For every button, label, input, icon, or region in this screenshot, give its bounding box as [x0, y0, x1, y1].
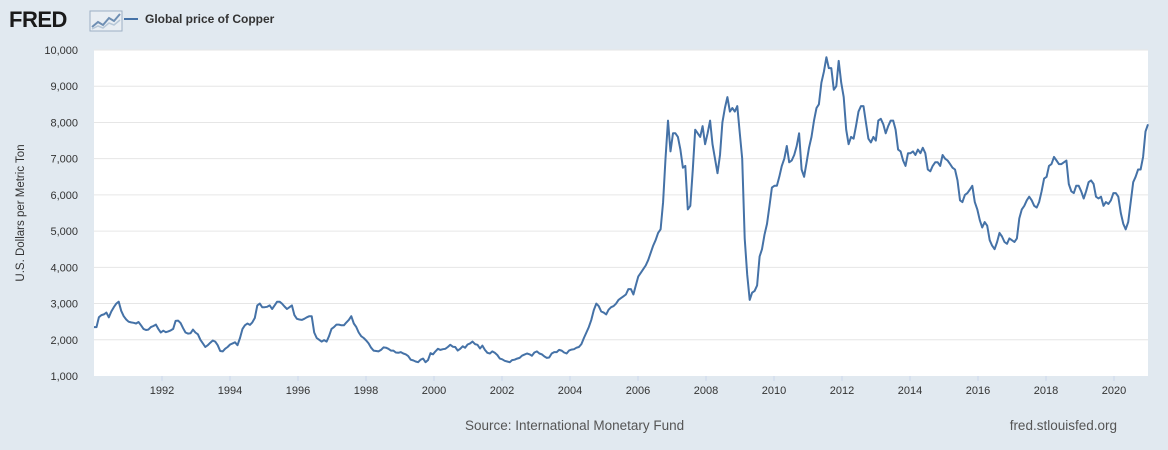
y-tick-label: 9,000 — [50, 81, 78, 93]
y-tick-label: 8,000 — [50, 117, 78, 129]
x-tick-label: 2010 — [762, 385, 786, 397]
gridlines — [94, 49, 1148, 341]
x-axis-ticks: 1992 1994 1996 1998 2000 2002 2004 2006 2008 2010… — [150, 376, 1126, 397]
legend-swatch — [124, 18, 138, 20]
source-text: Source: International Monetary Fund — [465, 418, 685, 433]
fred-logo[interactable]: FRED — [9, 7, 123, 34]
x-tick-label: 2008 — [694, 385, 718, 397]
fred-url-link[interactable]: fred.stlouisfed.org — [1009, 418, 1117, 433]
series-line-copper[interactable] — [94, 56, 1149, 364]
y-axis-label: U.S. Dollars per Metric Ton — [15, 144, 27, 281]
legend-label: Global price of Copper — [145, 12, 275, 26]
y-tick-label: 2,000 — [50, 335, 78, 347]
x-tick-label: 1992 — [150, 385, 174, 397]
x-tick-label: 2018 — [1034, 385, 1058, 397]
x-tick-label: 1994 — [218, 385, 242, 397]
x-tick-label: 2006 — [626, 385, 650, 397]
y-tick-label: 5,000 — [50, 226, 78, 238]
x-tick-label: 2002 — [490, 385, 514, 397]
x-tick-label: 2014 — [898, 385, 922, 397]
x-tick-label: 2004 — [558, 385, 582, 397]
x-tick-label: 2016 — [966, 385, 990, 397]
y-tick-label: 4,000 — [50, 262, 78, 274]
graph-icon — [89, 10, 123, 32]
y-tick-label: 6,000 — [50, 190, 78, 202]
y-axis-ticks: 1,000 2,000 3,000 4,000 5,000 6,000 7,000 8,000… — [44, 45, 78, 383]
y-tick-label: 1,000 — [50, 371, 78, 383]
y-tick-label: 3,000 — [50, 299, 78, 311]
legend[interactable]: Global price of Copper — [124, 8, 274, 30]
y-tick-label: 7,000 — [50, 154, 78, 166]
fred-logo-text: FRED — [9, 7, 67, 32]
plot-area — [94, 50, 1148, 376]
x-tick-label: 2020 — [1102, 385, 1126, 397]
x-tick-label: 2012 — [830, 385, 854, 397]
x-tick-label: 2000 — [422, 385, 446, 397]
x-tick-label: 1996 — [286, 385, 310, 397]
x-tick-label: 1998 — [354, 385, 378, 397]
y-tick-label: 10,000 — [44, 45, 78, 57]
